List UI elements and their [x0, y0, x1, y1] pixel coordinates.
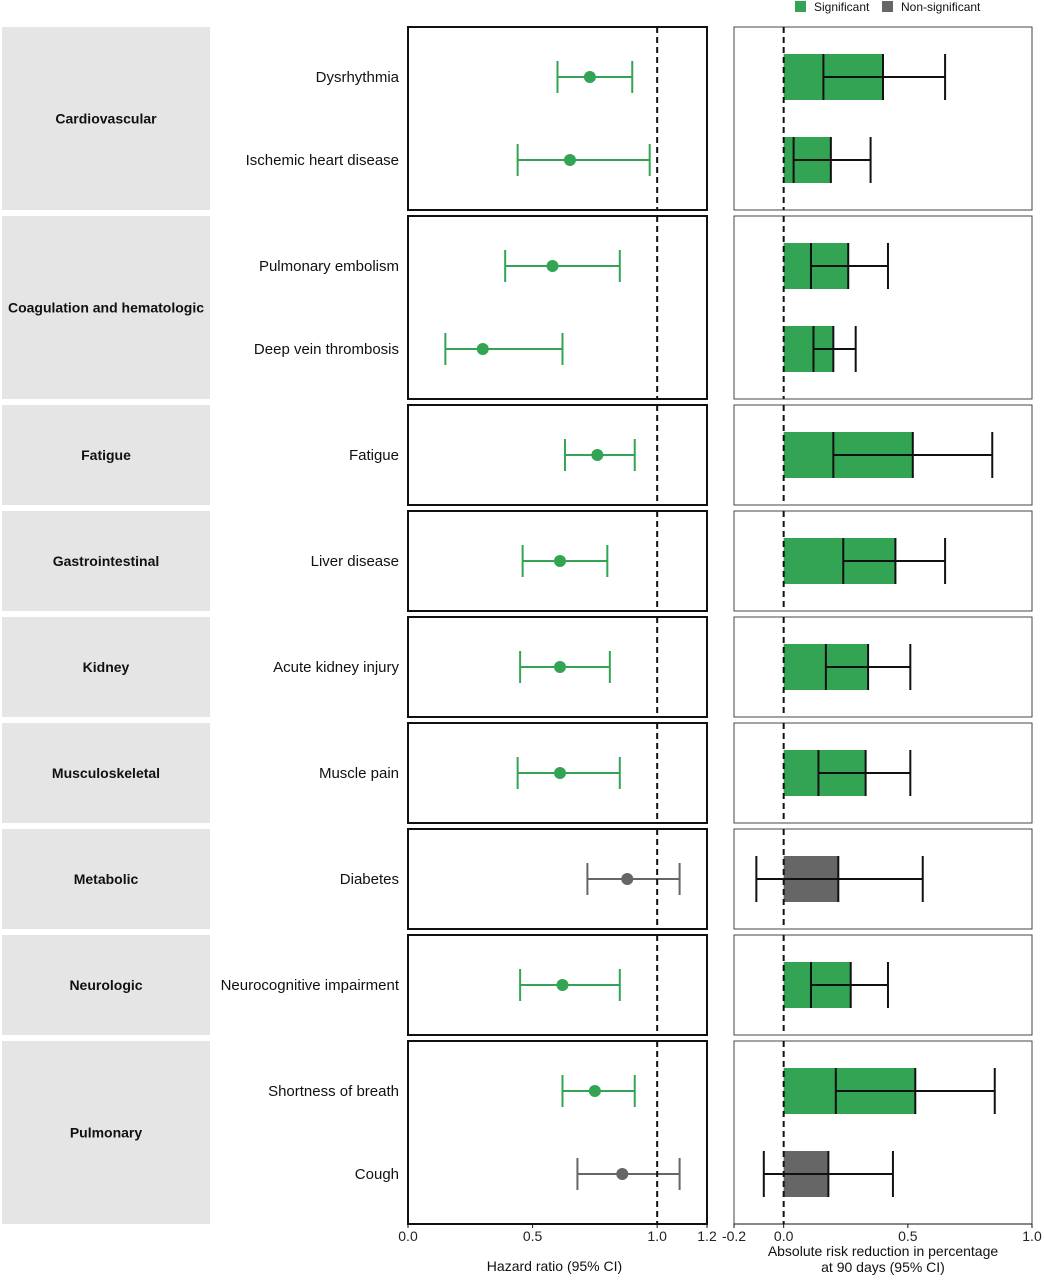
- legend-swatch: [882, 1, 893, 12]
- group-strip: [2, 935, 210, 1035]
- group-label: Coagulation and hematologic: [8, 300, 204, 316]
- hr-tick-label: 0.5: [523, 1228, 543, 1244]
- forest-panel: [407, 404, 708, 506]
- hr-tick-label: 0.0: [398, 1228, 418, 1244]
- outcome-label: Shortness of breath: [268, 1083, 399, 1100]
- hr-axis-title: Hazard ratio (95% CI): [487, 1258, 622, 1274]
- outcome-label: Ischemic heart disease: [246, 152, 399, 169]
- outcome-label: Dysrhythmia: [316, 69, 400, 86]
- hr-point: [553, 767, 566, 779]
- legend-swatch: [795, 1, 806, 12]
- hr-point: [621, 873, 634, 885]
- legend-label: Non-significant: [901, 0, 981, 14]
- arr-tick-label: -0.2: [722, 1228, 746, 1244]
- group-strip: [2, 216, 210, 399]
- arr-axis-title-line2: at 90 days (95% CI): [821, 1259, 945, 1275]
- outcome-label: Fatigue: [349, 447, 399, 464]
- hr-tick-label: 1.0: [647, 1228, 667, 1244]
- hr-point: [553, 555, 566, 567]
- outcome-label: Diabetes: [340, 871, 399, 888]
- hr-point: [553, 661, 566, 673]
- forest-panel: [407, 215, 708, 400]
- forest-panel: [407, 26, 708, 211]
- hr-point: [476, 343, 489, 355]
- group-strip: [2, 829, 210, 929]
- hr-point: [546, 260, 559, 272]
- hr-tick-label: 1.2: [697, 1228, 717, 1244]
- group-strip: [2, 723, 210, 823]
- outcome-label: Deep vein thrombosis: [254, 341, 399, 358]
- group-strip: [2, 511, 210, 611]
- group-label: Fatigue: [81, 447, 131, 463]
- group-label: Pulmonary: [70, 1125, 143, 1141]
- outcome-label: Liver disease: [311, 553, 399, 570]
- group-strip: [2, 1041, 210, 1224]
- hr-point: [588, 1085, 601, 1097]
- hr-point: [616, 1168, 629, 1180]
- group-label: Gastrointestinal: [53, 553, 160, 569]
- group-strip: [2, 405, 210, 505]
- legend-label: Significant: [814, 0, 870, 14]
- forest-panel: [407, 1040, 708, 1225]
- group-strip: [2, 617, 210, 717]
- group-label: Cardiovascular: [55, 111, 157, 127]
- arr-axis-title-line1: Absolute risk reduction in percentage: [768, 1243, 999, 1259]
- hr-point: [556, 979, 569, 991]
- hr-point: [563, 154, 576, 166]
- group-label: Metabolic: [74, 871, 139, 887]
- outcome-label: Pulmonary embolism: [259, 258, 399, 275]
- outcome-label: Acute kidney injury: [273, 659, 399, 676]
- arr-tick-label: 0.5: [898, 1228, 918, 1244]
- hr-point: [583, 71, 596, 83]
- arr-tick-label: 0.0: [774, 1228, 794, 1244]
- group-strip: [2, 27, 210, 210]
- outcome-label: Muscle pain: [319, 765, 399, 782]
- outcome-label: Cough: [355, 1166, 399, 1183]
- outcome-label: Neurocognitive impairment: [221, 977, 400, 994]
- arr-tick-label: 1.0: [1022, 1228, 1042, 1244]
- group-label: Musculoskeletal: [52, 765, 160, 781]
- group-label: Kidney: [83, 659, 130, 675]
- group-label: Neurologic: [69, 977, 142, 993]
- hr-point: [591, 449, 604, 461]
- bar-panel: [733, 215, 1033, 400]
